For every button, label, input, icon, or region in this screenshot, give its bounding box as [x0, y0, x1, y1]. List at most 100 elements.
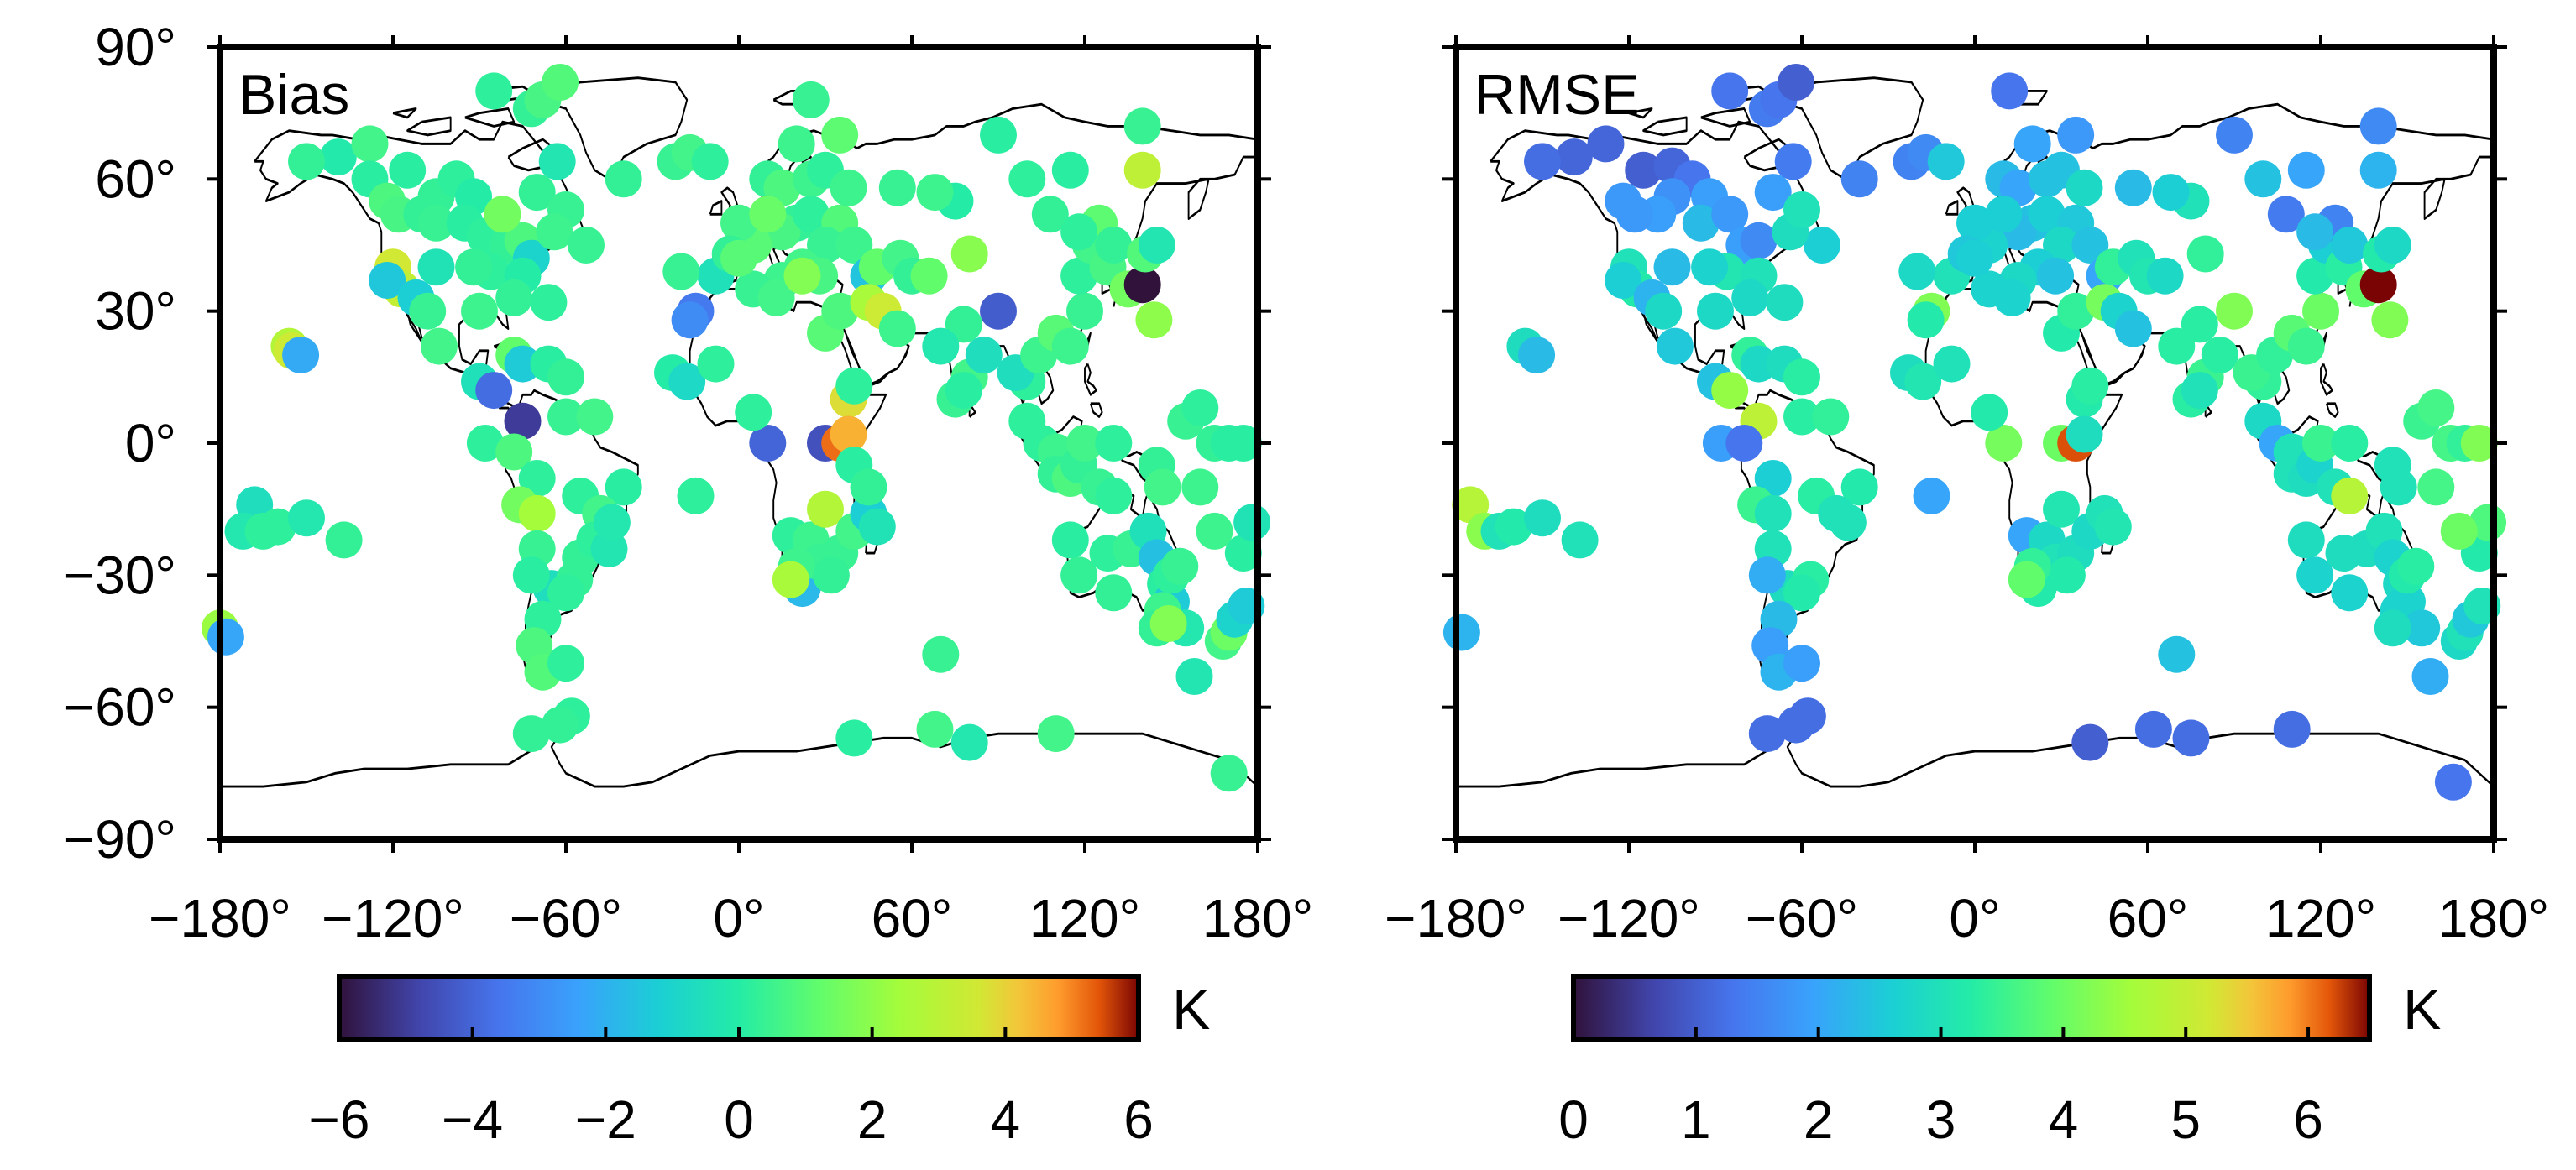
station-marker — [950, 235, 988, 273]
station-marker — [749, 425, 787, 462]
station-marker — [2440, 512, 2478, 550]
colorbar-tick-label: 2 — [857, 1089, 887, 1150]
colorbar-tick-label: 0 — [1558, 1089, 1589, 1150]
station-marker — [2134, 710, 2172, 748]
station-marker — [2071, 367, 2109, 405]
station-marker — [2152, 174, 2190, 212]
station-marker — [1898, 253, 1936, 290]
station-marker — [2181, 306, 2218, 343]
station-marker — [2411, 658, 2449, 695]
station-marker — [325, 521, 363, 559]
station-marker — [518, 494, 556, 532]
station-marker — [1812, 398, 1850, 436]
station-marker — [389, 151, 427, 189]
longitude-tick-label: 60° — [2107, 888, 2189, 948]
station-marker — [2380, 468, 2417, 506]
station-marker — [1066, 292, 1103, 330]
station-marker — [2374, 227, 2411, 264]
station-marker — [2359, 107, 2397, 145]
longitude-tick-label: 0° — [713, 888, 764, 948]
station-marker — [1138, 227, 1175, 264]
longitude-tick-label: −120° — [1558, 888, 1700, 948]
station-marker — [1625, 151, 1662, 189]
station-marker — [1653, 248, 1691, 286]
station-marker — [922, 327, 960, 365]
station-marker — [2013, 125, 2051, 163]
station-marker — [691, 143, 729, 180]
station-marker — [1778, 64, 1815, 101]
station-marker — [980, 116, 1017, 154]
station-marker — [2181, 372, 2218, 410]
station-marker — [369, 262, 406, 299]
station-marker — [547, 398, 584, 436]
station-marker — [2057, 116, 2095, 154]
bias-panel: −180° −120° −60° 0° 60° 120° 180° 90° 60° 30° 0° −3… — [64, 17, 1313, 1150]
station-marker — [1748, 715, 1786, 753]
station-marker — [2371, 301, 2409, 339]
station-marker — [593, 504, 631, 541]
latitude-tick-label: 30° — [95, 281, 176, 342]
station-marker — [697, 345, 735, 383]
latitude-tick-label: −60° — [64, 677, 176, 738]
colorbar-tick-label: 0 — [724, 1089, 754, 1150]
colorbar-tick-label: 4 — [2049, 1089, 2079, 1150]
station-marker — [568, 227, 605, 264]
station-marker — [1933, 345, 1971, 383]
station-marker — [2302, 425, 2339, 462]
station-marker — [1123, 266, 1161, 304]
station-marker — [1927, 143, 1965, 180]
station-marker — [409, 292, 447, 330]
longitude-tick-label: 120° — [2265, 888, 2376, 948]
station-marker — [2008, 561, 2045, 598]
station-marker — [1740, 345, 1778, 383]
station-marker — [1783, 358, 1820, 396]
station-marker — [2066, 169, 2103, 206]
station-marker — [830, 415, 867, 453]
station-marker — [518, 460, 556, 497]
station-marker — [835, 719, 873, 757]
station-marker — [1985, 425, 2023, 462]
station-marker — [1175, 658, 1213, 695]
station-marker — [455, 248, 493, 286]
station-marker — [2273, 710, 2311, 748]
station-marker — [542, 64, 579, 101]
station-marker — [2146, 257, 2184, 295]
station-marker — [1907, 301, 1945, 339]
station-marker — [1095, 425, 1133, 462]
station-marker — [2244, 160, 2282, 198]
longitude-tick-label: −120° — [322, 888, 464, 948]
station-marker — [504, 402, 542, 440]
station-marker — [351, 125, 389, 163]
station-marker — [1993, 279, 2031, 316]
station-marker — [749, 196, 787, 233]
station-marker — [772, 561, 809, 598]
station-marker — [1711, 372, 1749, 410]
station-marker — [2172, 719, 2210, 757]
station-marker — [850, 468, 887, 506]
latitude-tick-label: −90° — [64, 809, 176, 870]
station-marker — [1829, 504, 1867, 541]
station-marker — [2302, 292, 2339, 330]
station-marker — [2201, 337, 2238, 374]
station-marker — [878, 169, 916, 206]
station-marker — [512, 715, 550, 753]
station-marker — [2417, 468, 2455, 506]
station-marker — [1518, 337, 1556, 374]
station-marker — [420, 327, 458, 365]
station-marker — [2359, 266, 2397, 304]
station-marker — [792, 81, 830, 118]
station-marker — [1051, 327, 1089, 365]
station-marker — [792, 196, 830, 233]
station-marker — [1740, 222, 1778, 259]
colorbar — [1571, 974, 2372, 1042]
station-marker — [2287, 151, 2325, 189]
station-marker — [662, 253, 700, 290]
colorbar-tick-label: 5 — [2170, 1089, 2201, 1150]
station-marker — [735, 394, 772, 431]
station-marker — [1066, 425, 1103, 462]
colorbar-tick-label: 6 — [1123, 1089, 1154, 1150]
longitude-tick-label: −180° — [1385, 888, 1527, 948]
station-marker — [1210, 755, 1248, 792]
station-marker — [2066, 415, 2103, 453]
